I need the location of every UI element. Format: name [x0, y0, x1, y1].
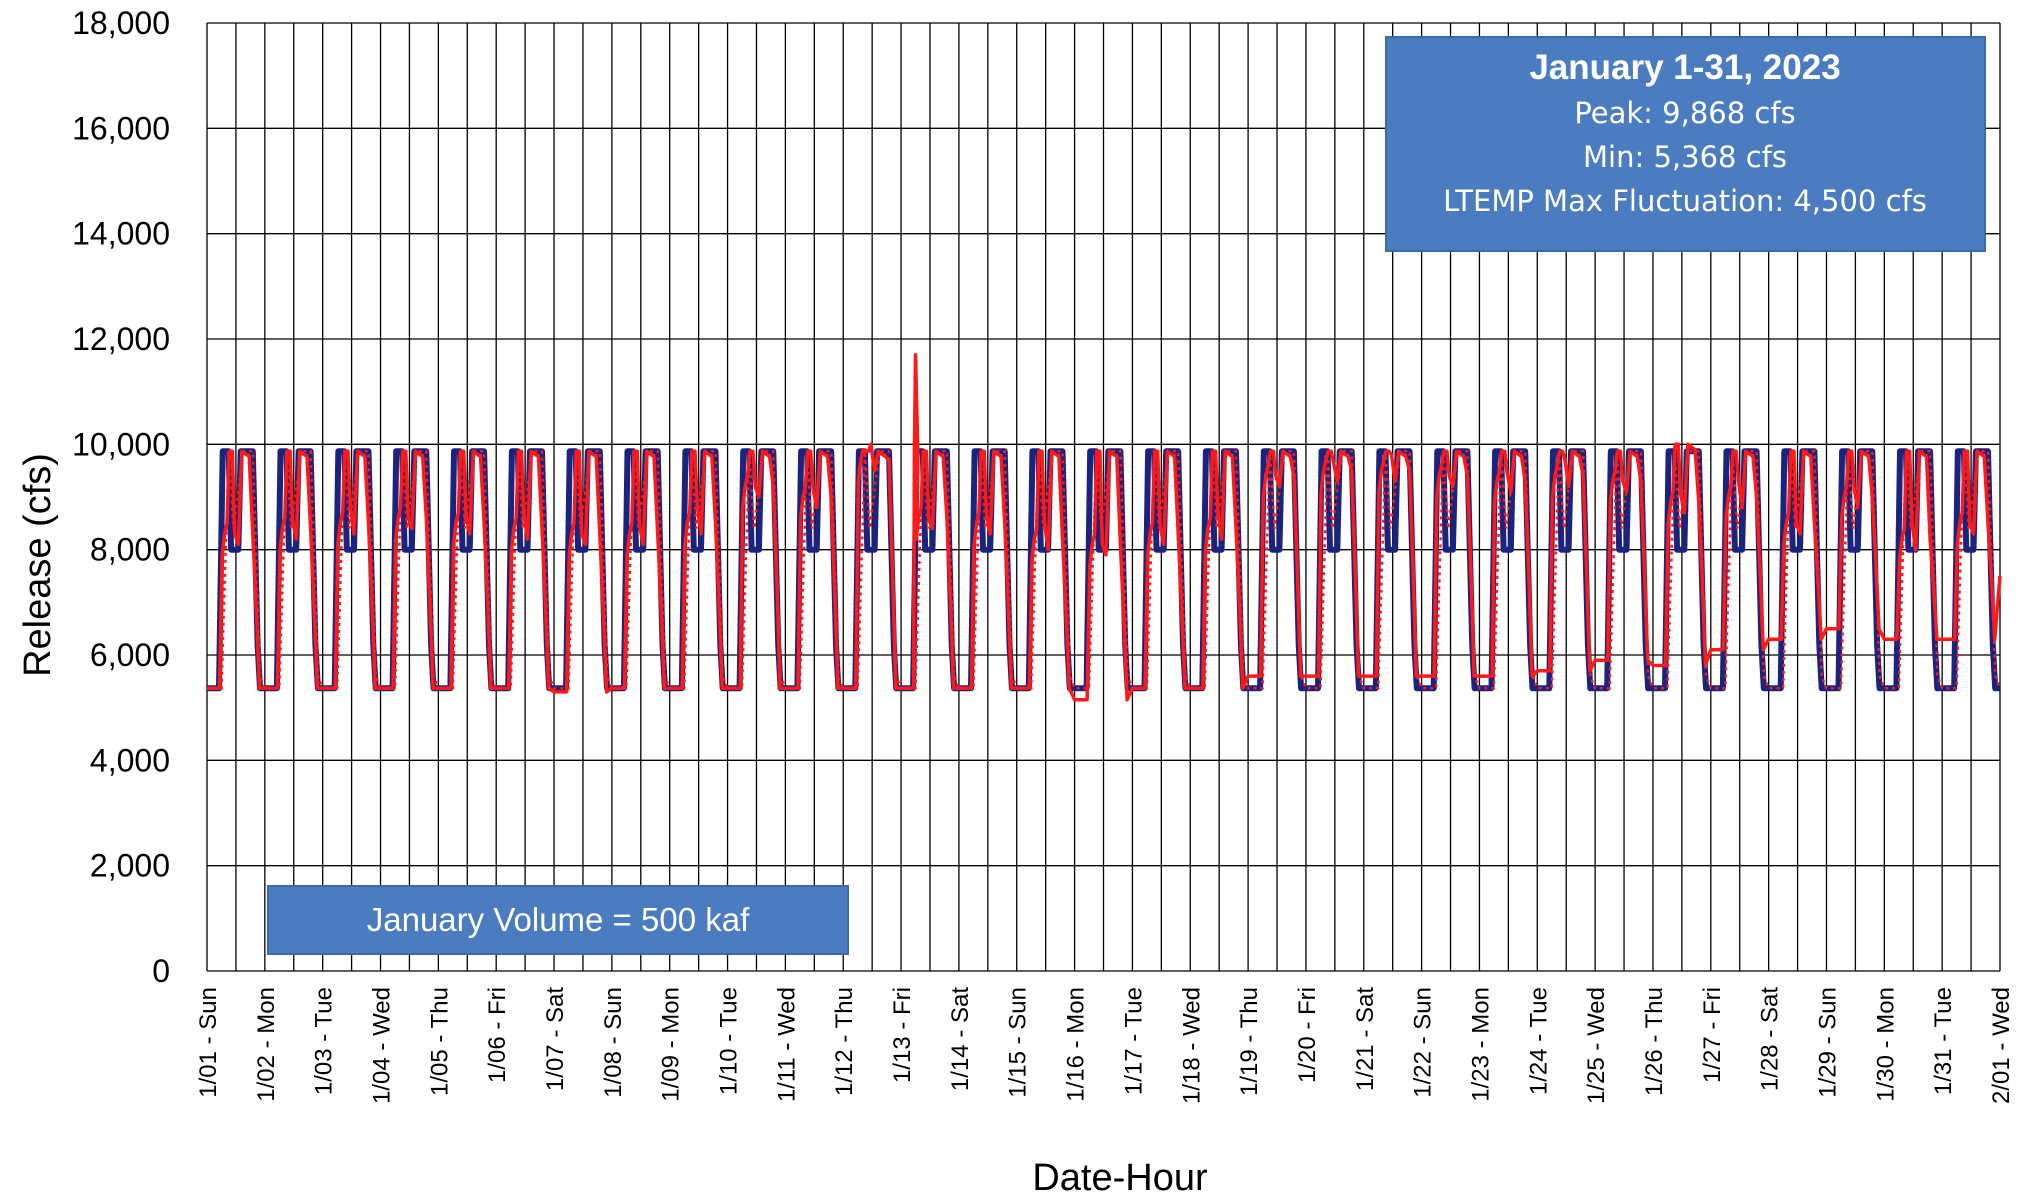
x-tick-label: 1/08 - Sun [600, 987, 627, 1098]
y-tick-label: 14,000 [72, 216, 170, 252]
x-tick-label: 1/15 - Sun [1005, 987, 1032, 1098]
summary-title: January 1-31, 2023 [1529, 48, 1840, 87]
x-axis-title: Date-Hour [1032, 1157, 1208, 1199]
x-tick-label: 1/22 - Sun [1410, 987, 1437, 1098]
series-layer [207, 353, 2002, 702]
x-tick-label: 1/25 - Wed [1583, 987, 1610, 1104]
y-tick-label: 12,000 [72, 321, 170, 357]
x-tick-label: 1/09 - Mon [658, 987, 685, 1102]
y-tick-label: 10,000 [72, 426, 170, 462]
x-tick-label: 1/06 - Fri [484, 987, 511, 1083]
x-tick-label: 1/05 - Thu [426, 987, 453, 1096]
y-tick-label: 2,000 [90, 848, 170, 884]
x-tick-label: 1/20 - Fri [1294, 987, 1321, 1083]
x-tick-label: 1/16 - Mon [1063, 987, 1090, 1102]
x-tick-label: 1/03 - Tue [311, 987, 338, 1095]
x-tick-label: 1/07 - Sat [542, 987, 569, 1091]
summary-fluctuation: LTEMP Max Fluctuation: 4,500 cfs [1443, 184, 1927, 218]
volume-label: January Volume = 500 kaf [367, 901, 750, 938]
y-tick-labels: 0 2,000 4,000 6,000 8,000 10,000 12,000 14,000 1… [72, 5, 170, 989]
x-tick-label: 1/30 - Mon [1872, 987, 1899, 1102]
series-line-2 [207, 353, 2002, 702]
x-tick-label: 1/18 - Wed [1178, 987, 1205, 1104]
x-tick-label: 1/14 - Sat [947, 987, 974, 1091]
y-tick-label: 6,000 [90, 637, 170, 673]
x-tick-label: 1/26 - Thu [1641, 987, 1668, 1096]
x-tick-label: 1/04 - Wed [369, 987, 396, 1104]
x-tick-labels: 1/01 - Sun 1/02 - Mon 1/03 - Tue 1/04 - Wed… [195, 987, 2015, 1104]
x-tick-label: 1/02 - Mon [253, 987, 280, 1102]
y-tick-label: 4,000 [90, 742, 170, 778]
x-tick-label: 1/12 - Thu [831, 987, 858, 1096]
x-tick-label: 1/19 - Thu [1236, 987, 1263, 1096]
x-tick-label: 1/21 - Sat [1352, 987, 1379, 1091]
y-tick-label: 8,000 [90, 532, 170, 568]
x-tick-label: 1/17 - Tue [1120, 987, 1147, 1095]
x-tick-label: 1/10 - Tue [716, 987, 743, 1095]
x-tick-label: 1/23 - Mon [1467, 987, 1494, 1102]
x-tick-label: 1/24 - Tue [1525, 987, 1552, 1095]
x-tick-label: 1/13 - Fri [889, 987, 916, 1083]
y-tick-label: 0 [152, 953, 170, 989]
x-tick-label: 1/11 - Wed [773, 987, 800, 1102]
x-tick-label: 1/31 - Tue [1930, 987, 1957, 1095]
x-tick-label: 1/27 - Fri [1699, 987, 1726, 1083]
x-tick-label: 2/01 - Wed [1988, 987, 2015, 1104]
y-tick-label: 18,000 [72, 5, 170, 41]
x-tick-label: 1/01 - Sun [195, 987, 222, 1098]
summary-min: Min: 5,368 cfs [1583, 140, 1787, 174]
y-axis-title: Release (cfs) [17, 453, 59, 677]
volume-box: January Volume = 500 kaf [267, 885, 849, 955]
summary-peak: Peak: 9,868 cfs [1574, 96, 1795, 130]
y-tick-label: 16,000 [72, 110, 170, 146]
x-tick-label: 1/28 - Sat [1757, 987, 1784, 1091]
summary-box: January 1-31, 2023 Peak: 9,868 cfs Min: … [1385, 36, 1986, 252]
x-tick-label: 1/29 - Sun [1814, 987, 1841, 1098]
